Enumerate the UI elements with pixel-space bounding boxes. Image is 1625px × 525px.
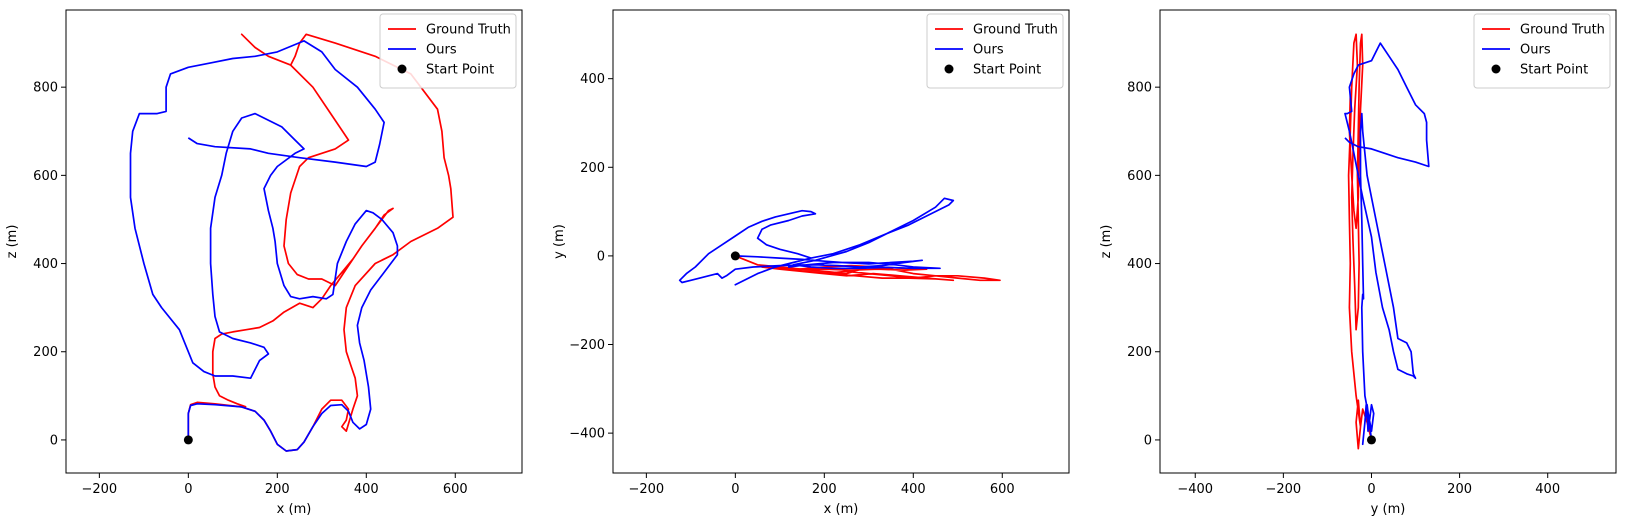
start-point-marker [730, 251, 740, 261]
legend-label: Start Point [1520, 63, 1588, 78]
x-tick-label: 400 [901, 482, 926, 497]
legend-label: Ground Truth [1520, 23, 1605, 38]
legend-box [1473, 13, 1611, 89]
x-tick-label: 400 [354, 482, 379, 497]
legend-label: Start Point [426, 63, 494, 78]
series-line-ours [678, 197, 955, 286]
x-tick-label: 200 [1447, 482, 1472, 497]
y-tick-label: 400 [33, 257, 58, 272]
x-tick-label: −200 [1266, 482, 1302, 497]
x-tick-label: 200 [812, 482, 837, 497]
x-tick-label: 0 [731, 482, 739, 497]
y-tick-label: −400 [569, 427, 605, 442]
x-axis-label: y (m) [1371, 502, 1406, 517]
y-tick-label: 200 [33, 345, 58, 360]
y-tick-label: 600 [1127, 169, 1152, 184]
chart-panel-2: −200 0 200 400 600 −400 −200 0 200 400 x (m) y (m) G… [552, 9, 1070, 517]
y-tick-label: 0 [1144, 433, 1152, 448]
legend-marker-start-point [944, 64, 954, 74]
y-tick-label: 200 [580, 161, 605, 176]
x-tick-label: −400 [1177, 482, 1213, 497]
series-group [129, 33, 454, 452]
series-group [678, 197, 1001, 286]
legend-marker-start-point [397, 64, 407, 74]
x-tick-label: 0 [1367, 482, 1375, 497]
x-axis-label: x (m) [824, 502, 859, 517]
legend-box [926, 13, 1064, 89]
y-axis-label: z (m) [5, 225, 20, 259]
series-group [1344, 33, 1430, 450]
y-tick-label: 800 [1127, 81, 1152, 96]
x-tick-label: −200 [629, 482, 665, 497]
legend-marker-start-point [1491, 64, 1501, 74]
x-tick-label: 600 [443, 482, 468, 497]
legend: Ground Truth Ours Start Point [379, 13, 517, 89]
legend-label: Ours [426, 43, 457, 58]
x-tick-label: 0 [184, 482, 192, 497]
axes-frame [1159, 9, 1617, 474]
series-line-ground-truth [187, 33, 454, 452]
y-tick-label: 0 [50, 433, 58, 448]
axes-frame [612, 9, 1070, 474]
x-axis-label: x (m) [277, 502, 312, 517]
start-point-marker [1366, 435, 1376, 445]
legend-label: Ground Truth [426, 23, 511, 38]
y-tick-label: 600 [33, 169, 58, 184]
x-tick-label: −200 [82, 482, 118, 497]
legend: Ground Truth Ours Start Point [1473, 13, 1611, 89]
x-tick-label: 200 [265, 482, 290, 497]
legend-box [379, 13, 517, 89]
y-tick-label: −200 [569, 338, 605, 353]
chart-panel-1: −200 0 200 400 600 0 200 400 600 800 x (m) z (m) Gro… [5, 9, 523, 517]
start-point-marker [183, 435, 193, 445]
y-tick-label: 400 [1127, 257, 1152, 272]
y-axis-label: y (m) [552, 224, 567, 259]
y-axis-label: z (m) [1099, 225, 1114, 259]
axes-frame [65, 9, 523, 474]
y-tick-label: 800 [33, 81, 58, 96]
series-line-ours [1344, 42, 1430, 446]
chart-panel-3: −400 −200 0 200 400 0 200 400 600 800 y (m) z (m) Gr… [1099, 9, 1617, 517]
series-line-ground-truth [1347, 33, 1373, 450]
legend-label: Ours [973, 43, 1004, 58]
y-tick-label: 0 [597, 249, 605, 264]
legend-label: Ground Truth [973, 23, 1058, 38]
legend-label: Start Point [973, 63, 1041, 78]
x-tick-label: 400 [1535, 482, 1560, 497]
legend-label: Ours [1520, 43, 1551, 58]
series-line-ours [129, 40, 399, 452]
x-tick-label: 600 [990, 482, 1015, 497]
y-tick-label: 200 [1127, 345, 1152, 360]
y-tick-label: 400 [580, 72, 605, 87]
legend: Ground Truth Ours Start Point [926, 13, 1064, 89]
